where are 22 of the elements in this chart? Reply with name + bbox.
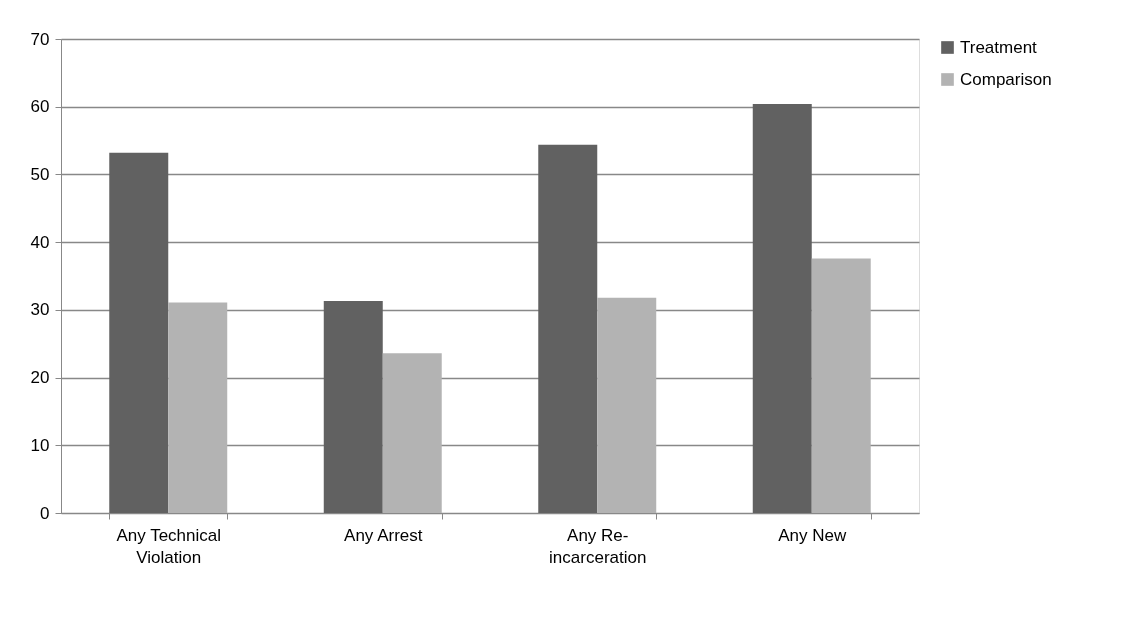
bar — [168, 302, 228, 513]
bar — [752, 104, 812, 513]
bar — [538, 144, 598, 513]
y-tick-label: 30 — [30, 300, 50, 320]
y-tick-label: 60 — [30, 97, 50, 117]
y-tick-label: 70 — [30, 29, 50, 49]
x-tick-label: Any New — [778, 525, 847, 545]
y-tick-label: 0 — [40, 503, 50, 523]
y-tick-label: 20 — [30, 368, 50, 388]
legend-label: Comparison — [960, 69, 1052, 89]
x-tick-label: Any Technical Violation — [116, 525, 222, 567]
y-tick-label: 50 — [30, 164, 50, 184]
bar — [811, 258, 871, 513]
x-tick-label: Any Re-incarceration — [549, 525, 647, 567]
bar — [382, 353, 442, 513]
y-tick-label: 40 — [30, 232, 50, 252]
x-tick-label: Any Arrest — [344, 525, 423, 545]
legend-label: Treatment — [960, 37, 1038, 57]
bar — [597, 297, 657, 513]
bar — [109, 152, 169, 513]
bar — [323, 301, 383, 513]
y-tick-label: 10 — [30, 435, 50, 455]
